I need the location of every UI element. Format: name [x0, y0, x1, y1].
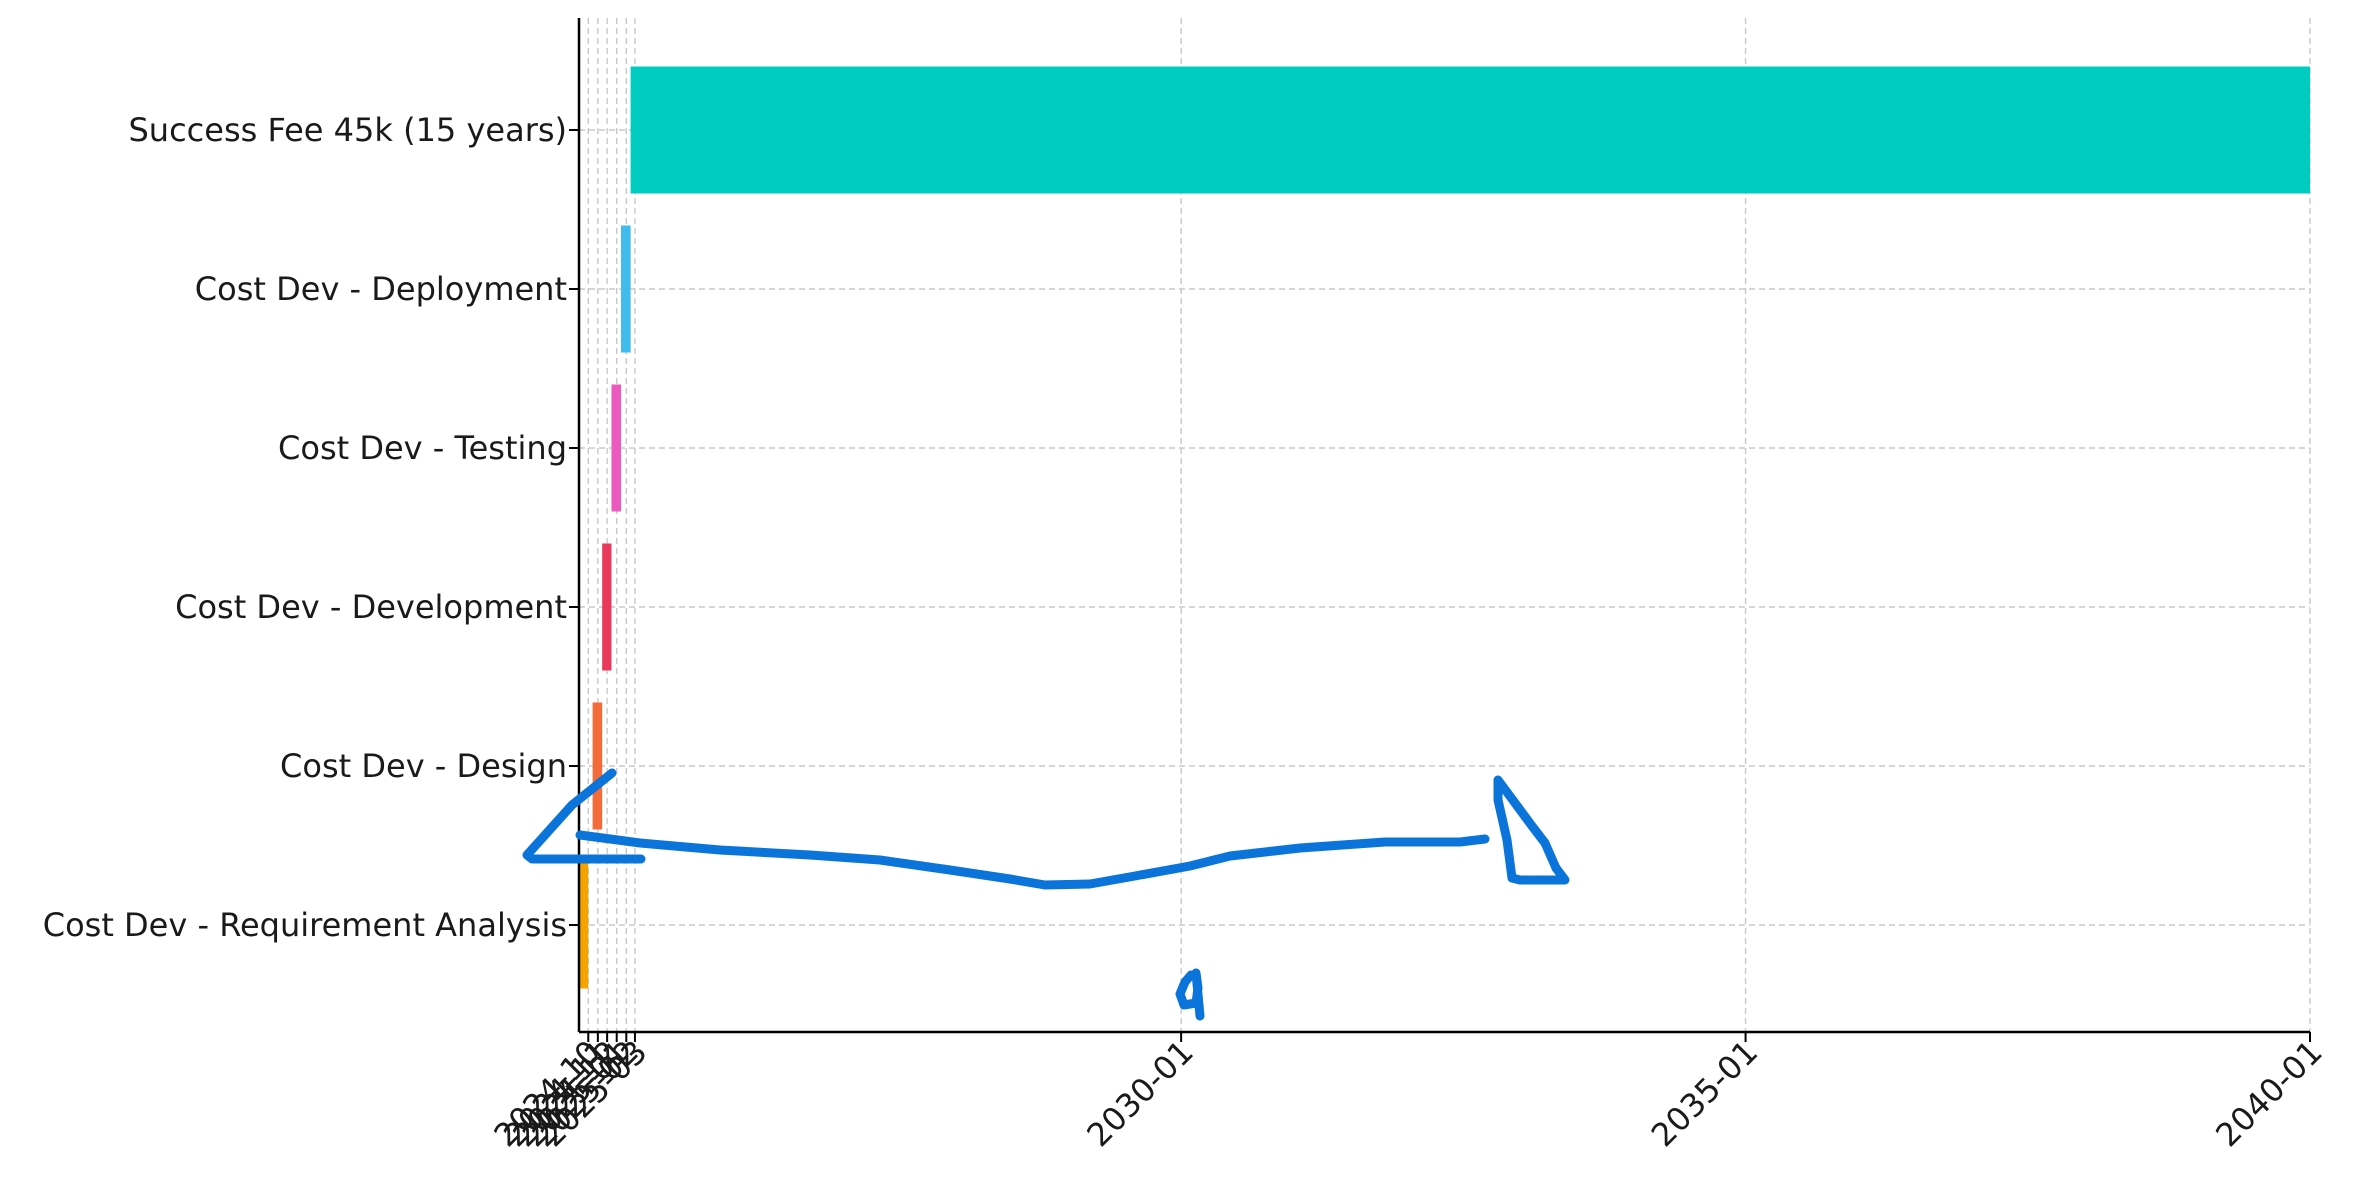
- task-bar: [611, 384, 622, 512]
- y-tick-label: Cost Dev - Design: [280, 747, 567, 785]
- hand-drawn-mark: [1175, 968, 1205, 1021]
- y-tick-label: Success Fee 45k (15 years): [128, 111, 567, 149]
- task-bar: [602, 543, 612, 671]
- x-tick-label: 2030-01: [1079, 1033, 1200, 1154]
- task-bar: [592, 702, 603, 830]
- x-tick-labels: 2024-102024-112024-122025-012025-022025-…: [487, 1033, 2330, 1154]
- y-tick-label: Cost Dev - Development: [175, 588, 567, 626]
- y-tick-label: Cost Dev - Testing: [278, 429, 567, 467]
- y-tick-labels: Cost Dev - Requirement Analysis Cost Dev …: [43, 111, 567, 944]
- task-bar: [579, 861, 589, 989]
- x-tick-label: 2035-01: [1644, 1033, 1765, 1154]
- task-bar: [621, 225, 631, 353]
- task-bar: [630, 66, 2311, 194]
- y-tick-label: Cost Dev - Requirement Analysis: [43, 906, 567, 944]
- hand-drawn-arrow: [522, 768, 1570, 890]
- x-tick-label: 2040-01: [2208, 1033, 2329, 1154]
- task-bars: [579, 66, 2311, 989]
- y-tick-label: Cost Dev - Deployment: [195, 270, 567, 308]
- hand-drawn-annotation: [522, 768, 1570, 1021]
